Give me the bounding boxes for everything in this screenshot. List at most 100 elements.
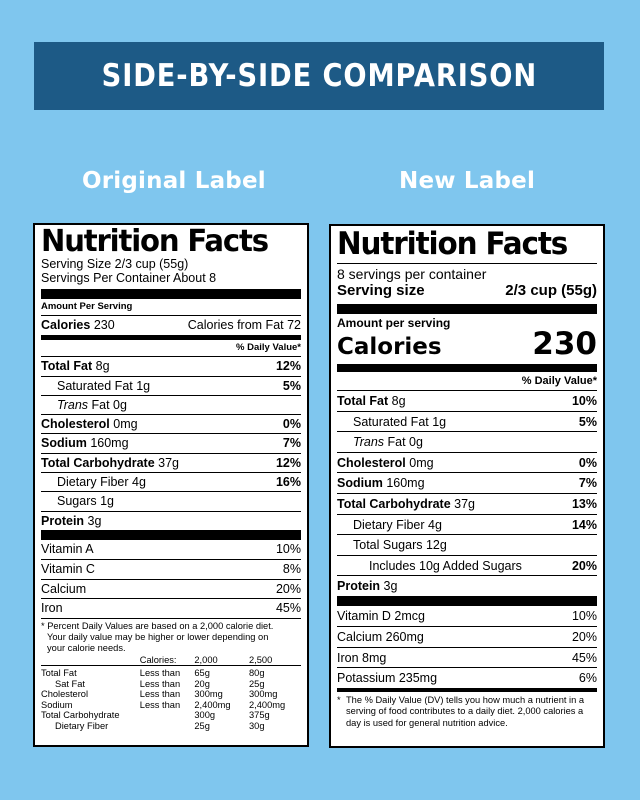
dv-table-header: Calories: 2,000 2,500 bbox=[41, 655, 301, 666]
dv-table-cell bbox=[140, 710, 195, 721]
nutrient-label: Total Sugars bbox=[353, 538, 423, 553]
calories-value: 230 bbox=[93, 318, 115, 332]
dv-table-cell: 80g bbox=[248, 665, 301, 679]
divider bbox=[41, 289, 301, 299]
nutrient-label: Total Carbohydrate bbox=[41, 455, 155, 470]
dv-table-cell: 300mg bbox=[248, 689, 278, 700]
dv-table-cell: Total Fat bbox=[41, 665, 140, 679]
nutrient-list: Total Fat 8g 10% Saturated Fat 1g 5% Trans F… bbox=[337, 390, 597, 596]
dv-table-cell: Less than bbox=[139, 699, 181, 710]
nutrient-amount: 4g bbox=[132, 475, 146, 490]
vitamin-daily-value: 45% bbox=[275, 601, 301, 616]
footnote-star: * bbox=[337, 694, 341, 705]
vitamin-list: Vitamin A 10% Vitamin C 8% Calcium 20% Iron 45% bbox=[41, 540, 301, 618]
nutrient-label: Dietary Fiber bbox=[353, 517, 425, 532]
vitamin-daily-value: 8% bbox=[282, 562, 301, 577]
nutrient-row: Saturated Fat 1g 5% bbox=[337, 410, 597, 432]
vitamin-daily-value: 45% bbox=[571, 650, 597, 665]
dv-table-row: Cholesterol Less than 300mg 300mg bbox=[41, 689, 301, 700]
nutrient-amount: 160mg bbox=[386, 476, 425, 491]
nutrient-row: Cholesterol 0mg 0% bbox=[41, 414, 301, 433]
divider bbox=[337, 687, 597, 692]
new-label-heading: New Label bbox=[399, 168, 536, 194]
vitamin-row: Calcium 260mg 20% bbox=[337, 626, 597, 647]
vitamin-label: Calcium 260mg bbox=[337, 630, 424, 645]
nutrient-label: Sugars bbox=[57, 494, 97, 509]
nutrient-row: Cholesterol 0mg 0% bbox=[337, 451, 597, 473]
nutrient-row: Total Fat 8g 10% bbox=[337, 390, 597, 411]
dv-table-cell: Sodium bbox=[41, 699, 73, 710]
dv-table-row: Sodium Less than 2,400mg 2,400mg bbox=[41, 700, 301, 711]
nutrient-row: Total Fat 8g 12% bbox=[41, 356, 301, 375]
servings-per-container: 8 servings per container bbox=[337, 266, 487, 282]
nutrient-amount: 1g bbox=[100, 494, 114, 509]
nutrient-label: Total Fat bbox=[337, 394, 389, 408]
footnote-line: Your daily value may be higher or lower … bbox=[47, 632, 269, 643]
nutrient-amount: Fat 0g bbox=[387, 435, 423, 450]
dv-table-cell: 300g bbox=[194, 710, 216, 721]
dv-table-cell: Less than bbox=[139, 689, 181, 700]
servings-per-container: Servings Per Container About 8 bbox=[41, 271, 217, 285]
nutrient-amount: 1g bbox=[136, 378, 151, 393]
nutrient-daily-value: 5% bbox=[282, 378, 301, 393]
vitamin-label: Iron bbox=[41, 601, 63, 616]
nutrient-label: Protein bbox=[337, 579, 381, 594]
daily-value-table: Calories: 2,000 2,500 Total Fat Less than 65g… bbox=[41, 655, 301, 732]
calories-label: Calories bbox=[337, 334, 442, 360]
nutrition-facts-title: Nutrition Facts bbox=[41, 224, 269, 259]
vitamin-row: Calcium 20% bbox=[41, 578, 301, 599]
dv-table-cell: 300mg bbox=[194, 689, 223, 700]
vitamin-row: Vitamin D 2mcg 10% bbox=[337, 606, 597, 627]
nutrient-row: Trans Fat 0g bbox=[337, 431, 597, 452]
nutrient-amount: 3g bbox=[87, 513, 102, 528]
vitamin-label: Vitamin C bbox=[41, 562, 95, 577]
nutrient-row: Total Carbohydrate 37g 12% bbox=[41, 452, 301, 472]
nutrient-daily-value: 10% bbox=[571, 394, 597, 408]
footnote: * Percent Daily Values are based on a 2,… bbox=[41, 619, 301, 655]
dv-table-cell: Dietary Fiber bbox=[55, 720, 109, 731]
nutrient-label: Protein bbox=[41, 513, 85, 528]
nutrient-amount: Fat 0g bbox=[91, 397, 127, 412]
dv-table-header-cell: 2,500 bbox=[248, 654, 273, 665]
calories-row: Calories 230 bbox=[337, 329, 597, 361]
dv-table-cell: 2,400mg bbox=[248, 699, 286, 710]
nutrient-row: Sodium 160mg 7% bbox=[41, 433, 301, 452]
nutrient-label: Cholesterol bbox=[41, 417, 110, 432]
dv-table-row: Total Fat Less than 65g 80g bbox=[41, 665, 301, 679]
nutrient-label: Sodium bbox=[337, 476, 383, 491]
divider bbox=[41, 335, 301, 341]
nutrient-label: Trans bbox=[57, 397, 89, 412]
nutrient-daily-value: 5% bbox=[578, 414, 597, 429]
divider bbox=[41, 529, 301, 540]
vitamin-list: Vitamin D 2mcg 10% Calcium 260mg 20% Iron 8m… bbox=[337, 606, 597, 688]
nutrient-label: Cholesterol bbox=[337, 455, 406, 470]
vitamin-daily-value: 6% bbox=[578, 671, 597, 686]
nutrient-row: Trans Fat 0g bbox=[41, 394, 301, 414]
dv-table-cell: 25g bbox=[248, 678, 265, 689]
vitamin-label: Potassium 235mg bbox=[337, 671, 438, 686]
vitamin-label: Vitamin D 2mcg bbox=[337, 608, 425, 623]
nutrient-amount: 1g bbox=[432, 414, 447, 429]
dv-table-header-cell bbox=[41, 655, 140, 666]
nutrient-daily-value: 16% bbox=[275, 475, 301, 490]
dv-table-row: Total Carbohydrate 300g 375g bbox=[41, 710, 301, 721]
vitamin-row: Iron 45% bbox=[41, 598, 301, 618]
nutrient-amount: 4g bbox=[428, 517, 442, 532]
dv-table-cell: Cholesterol bbox=[41, 689, 89, 700]
nutrient-amount: 12g bbox=[425, 538, 447, 553]
nutrient-daily-value: 13% bbox=[571, 496, 597, 511]
dv-table-cell: 375g bbox=[248, 710, 270, 721]
banner-title: SIDE-BY-SIDE COMPARISON bbox=[101, 58, 537, 94]
dv-table-cell: Sat Fat bbox=[55, 678, 85, 689]
banner: SIDE-BY-SIDE COMPARISON bbox=[34, 42, 604, 110]
vitamin-label: Iron 8mg bbox=[337, 650, 387, 665]
amount-per-serving: Amount per serving bbox=[337, 316, 451, 330]
calories-label: Calories bbox=[41, 318, 91, 332]
nutrient-daily-value: 0% bbox=[282, 417, 301, 432]
vitamin-row: Vitamin C 8% bbox=[41, 559, 301, 579]
vitamin-daily-value: 10% bbox=[275, 541, 301, 556]
vitamin-row: Vitamin A 10% bbox=[41, 540, 301, 560]
nutrient-row: Protein 3g bbox=[337, 575, 597, 596]
nutrient-amount: 37g bbox=[454, 496, 476, 511]
nutrient-daily-value: 20% bbox=[571, 558, 597, 573]
